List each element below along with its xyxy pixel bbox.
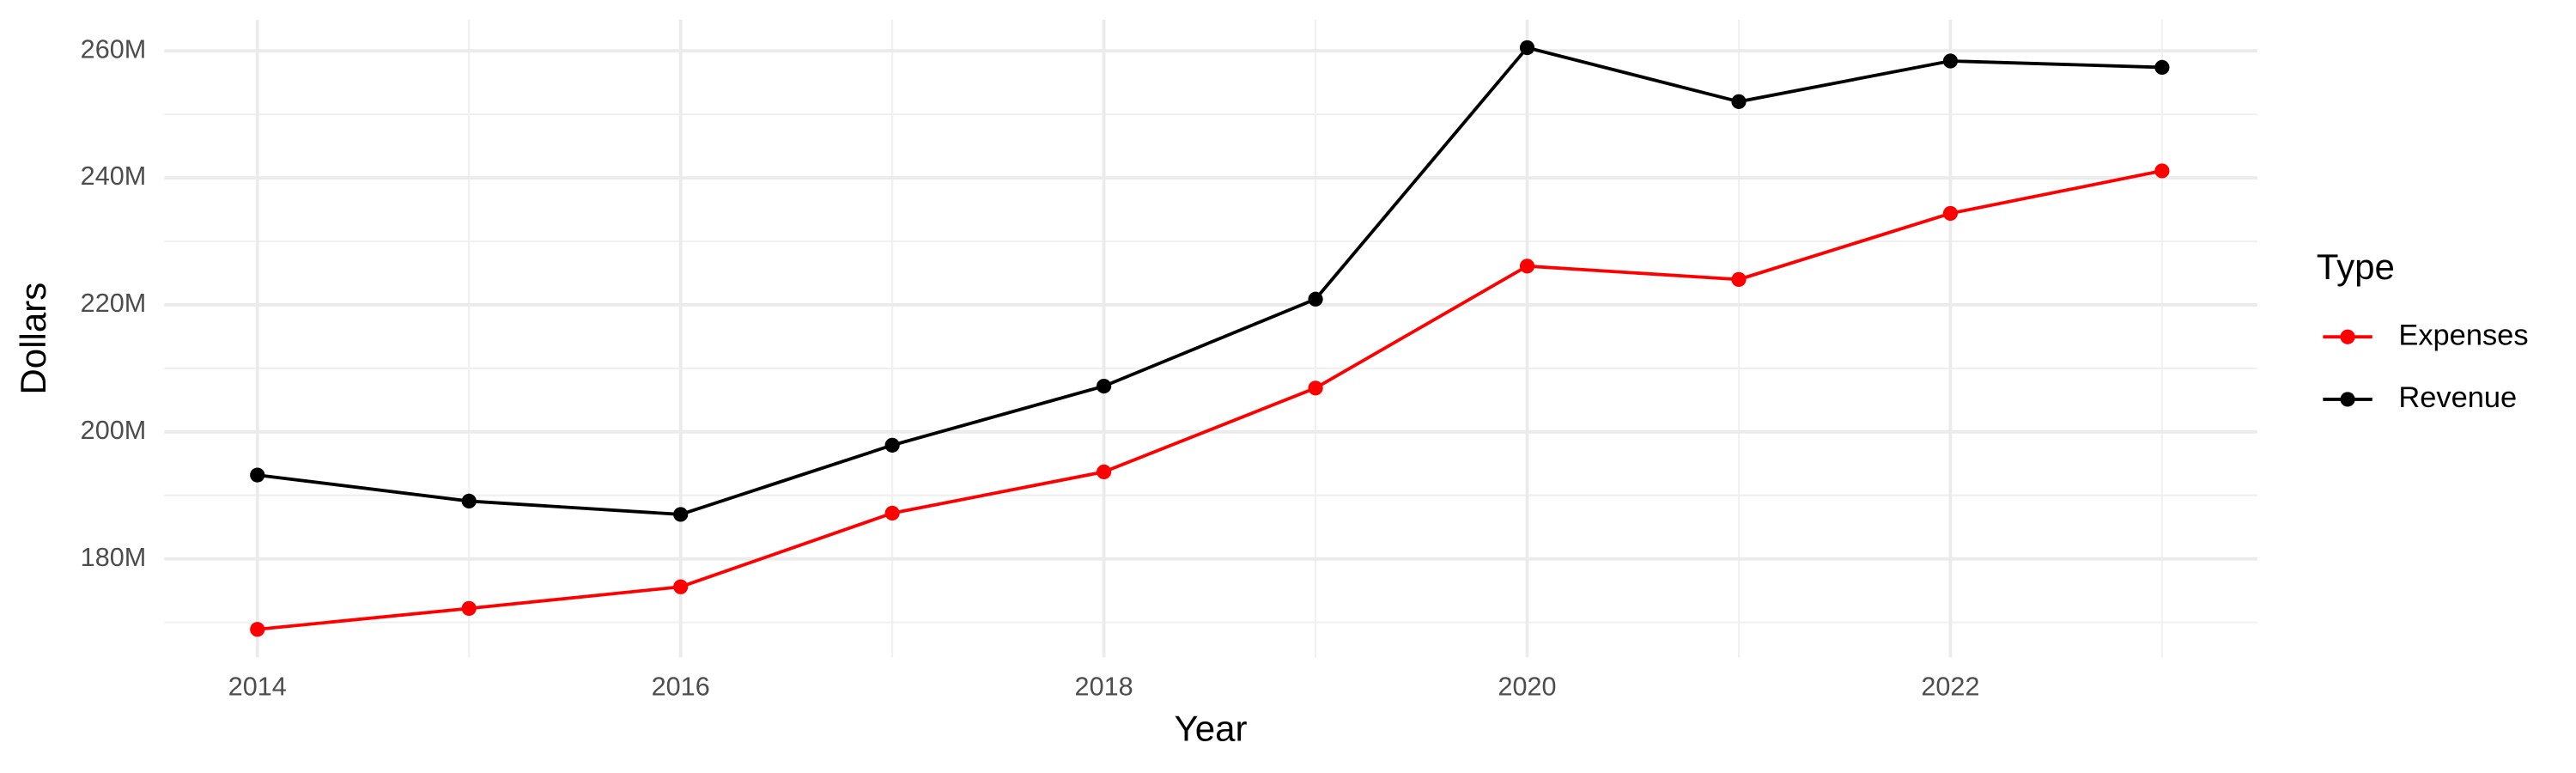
legend-title: Type [2317, 247, 2395, 287]
point [250, 467, 265, 483]
point [1731, 271, 1747, 287]
point [1519, 259, 1535, 274]
point [1097, 464, 1112, 480]
legend-key-point [2340, 392, 2355, 407]
point [1308, 380, 1323, 396]
point [1519, 40, 1535, 56]
legend-label: Revenue [2398, 381, 2517, 414]
y-axis-label: Dollars [13, 283, 53, 395]
x-tick-label: 2022 [1921, 673, 1979, 702]
y-tick-label: 220M [81, 289, 147, 318]
point [1942, 53, 1959, 69]
x-axis-label: Year [1175, 709, 1248, 749]
grid [164, 19, 2257, 658]
x-tick-label: 2014 [228, 673, 287, 702]
point [1308, 291, 1323, 307]
line [257, 169, 2163, 631]
point [1731, 94, 1747, 109]
x-tick-label: 2018 [1075, 673, 1133, 702]
point [461, 600, 477, 616]
point [1942, 205, 1959, 222]
legend-label: Expenses [2398, 319, 2528, 351]
x-tick-label: 2016 [652, 673, 710, 702]
point [461, 493, 477, 509]
point [1097, 378, 1112, 394]
point [673, 507, 689, 522]
y-tick-label: 240M [81, 161, 147, 191]
y-tick-label: 180M [81, 543, 147, 572]
point [673, 579, 689, 594]
y-tick-label: 260M [81, 34, 147, 64]
y-tick-label: 200M [81, 416, 147, 445]
point [2154, 163, 2170, 179]
point [250, 622, 265, 637]
line [257, 46, 2162, 516]
point [884, 505, 900, 521]
x-tick-label: 2020 [1498, 673, 1556, 702]
point [884, 437, 900, 453]
point [2154, 59, 2170, 76]
legend-key-point [2340, 329, 2355, 344]
